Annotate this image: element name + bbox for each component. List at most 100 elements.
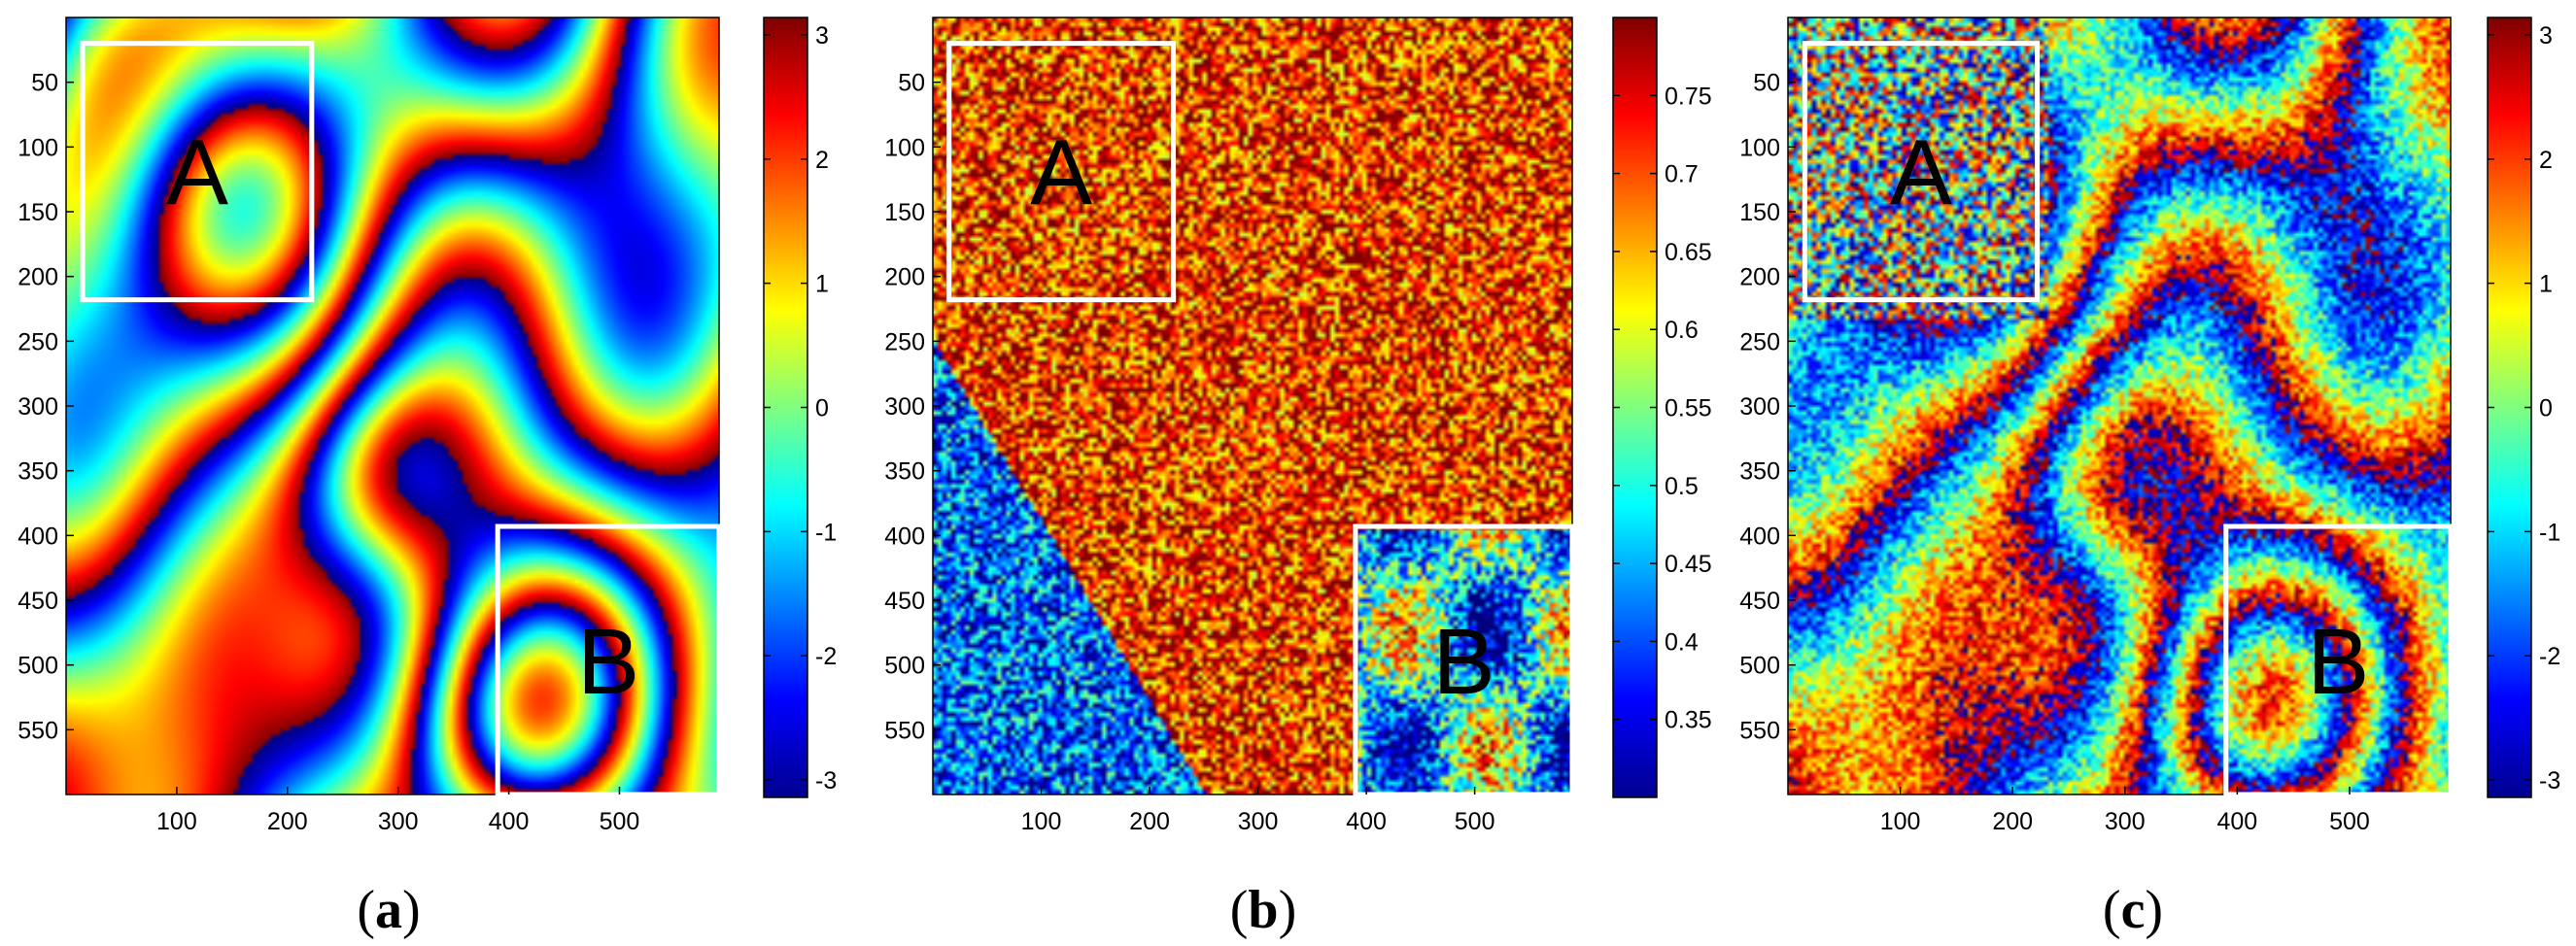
y-tick-label: 100 [1739,134,1780,161]
y-tick-label: 500 [1739,653,1780,680]
colorbar-tick-label: 0.35 [1665,707,1712,734]
region-box-a [80,41,315,303]
colorbar-tick-label: 0 [815,395,829,422]
x-tick-label: 100 [156,808,197,835]
region-box-b [495,524,722,797]
y-tick-label: 450 [1739,588,1780,615]
x-tick-label: 300 [2105,808,2146,835]
caption-open-paren: ( [1230,880,1249,940]
y-tick-label: 550 [884,717,925,744]
y-tick-label: 100 [17,134,58,161]
colorbar [1612,17,1658,798]
colorbar-tick-label: 3 [815,22,829,50]
colorbar-tick-label: 0.4 [1665,628,1699,656]
region-label-a: A [1890,121,1952,225]
y-tick-label: 500 [884,653,925,680]
x-tick-label: 400 [2217,808,2258,835]
colorbar-tick-label: 0.6 [1665,317,1699,344]
caption-close-paren: ) [2145,880,2163,940]
colorbar-tick-label: -2 [2539,643,2560,670]
colorbar-tick-label: -1 [815,519,837,546]
colorbar-tick-label: -3 [2539,767,2560,794]
x-tick-label: 200 [1992,808,2033,835]
y-tick-label: 250 [1739,328,1780,355]
colorbar-tick-label: 0.7 [1665,161,1699,188]
panel-caption: (b) [1230,880,1296,940]
x-tick-label: 200 [1129,808,1170,835]
colorbar-tick-label: 1 [815,271,829,298]
caption-open-paren: ( [2103,880,2121,940]
y-tick-label: 50 [898,70,925,97]
x-tick-label: 300 [378,808,419,835]
y-tick-label: 150 [17,199,58,226]
region-label-a: A [166,121,228,225]
y-tick-label: 50 [31,70,58,97]
region-box-b [2223,524,2454,797]
x-tick-label: 400 [1346,808,1387,835]
colorbar-tick-label: 0.75 [1665,83,1712,110]
panel-caption: (c) [2103,880,2163,940]
y-tick-label: 550 [17,717,58,744]
colorbar-tick-label: 0.45 [1665,551,1712,578]
colorbar-tick-label: -2 [815,643,837,670]
region-label-b: B [1432,610,1494,714]
colorbar-tick-label: 0.65 [1665,239,1712,266]
y-tick-label: 350 [17,458,58,486]
region-label-b: B [2307,610,2369,714]
heatmap-image [1788,17,2451,794]
x-tick-label: 500 [600,808,640,835]
y-tick-label: 50 [1753,70,1780,97]
caption-close-paren: ) [1279,880,1297,940]
colorbar-tick-label: 0 [2539,395,2553,422]
y-tick-label: 300 [884,393,925,421]
colorbar-tick-label: 2 [2539,147,2553,174]
y-tick-label: 400 [1739,523,1780,550]
y-tick-label: 150 [1739,199,1780,226]
colorbar-tick-label: -3 [815,767,837,794]
y-tick-label: 400 [884,523,925,550]
x-tick-label: 500 [1455,808,1495,835]
x-tick-label: 300 [1238,808,1279,835]
y-tick-label: 200 [1739,264,1780,291]
caption-letter: c [2121,880,2146,940]
y-tick-label: 250 [17,328,58,355]
colorbar [2487,17,2532,798]
y-tick-label: 550 [1739,717,1780,744]
y-tick-label: 350 [1739,458,1780,486]
colorbar-tick-label: 1 [2539,271,2553,298]
region-box-a [1802,41,2041,303]
panel-b: A B 100 200 300 400 500 50 100 150 200 250 300 350 400… [884,17,1712,940]
colorbar-tick-label: 2 [815,147,829,174]
region-box-b [1353,524,1575,797]
caption-open-paren: ( [357,880,375,940]
panel-c: A B 100 200 300 400 500 50 100 150 200 250 300 350 400… [1739,17,2560,940]
x-tick-label: 500 [2329,808,2370,835]
y-tick-label: 150 [884,199,925,226]
region-label-b: B [577,610,639,714]
heatmap-image [66,17,719,794]
y-tick-label: 300 [17,393,58,421]
y-tick-label: 200 [884,264,925,291]
colorbar-tick-label: 3 [2539,22,2553,50]
y-tick-label: 200 [17,264,58,291]
y-tick-label: 300 [1739,393,1780,421]
caption-letter: a [375,880,402,940]
y-tick-label: 450 [884,588,925,615]
y-tick-label: 450 [17,588,58,615]
colorbar-tick-label: 0.55 [1665,395,1712,422]
colorbar-tick-label: 0.5 [1665,473,1699,500]
y-tick-label: 400 [17,523,58,550]
caption-close-paren: ) [402,880,421,940]
panel-a: A B 100 200 300 400 500 50 100 150 200 250 300 350 400… [17,17,837,940]
heatmap-image [933,17,1572,794]
x-tick-label: 400 [489,808,530,835]
y-tick-label: 350 [884,458,925,486]
x-tick-label: 100 [1021,808,1062,835]
y-tick-label: 250 [884,328,925,355]
region-box-a [946,41,1177,303]
x-tick-label: 100 [1880,808,1921,835]
x-tick-label: 200 [267,808,308,835]
panel-caption: (a) [357,880,420,940]
y-tick-label: 500 [17,653,58,680]
